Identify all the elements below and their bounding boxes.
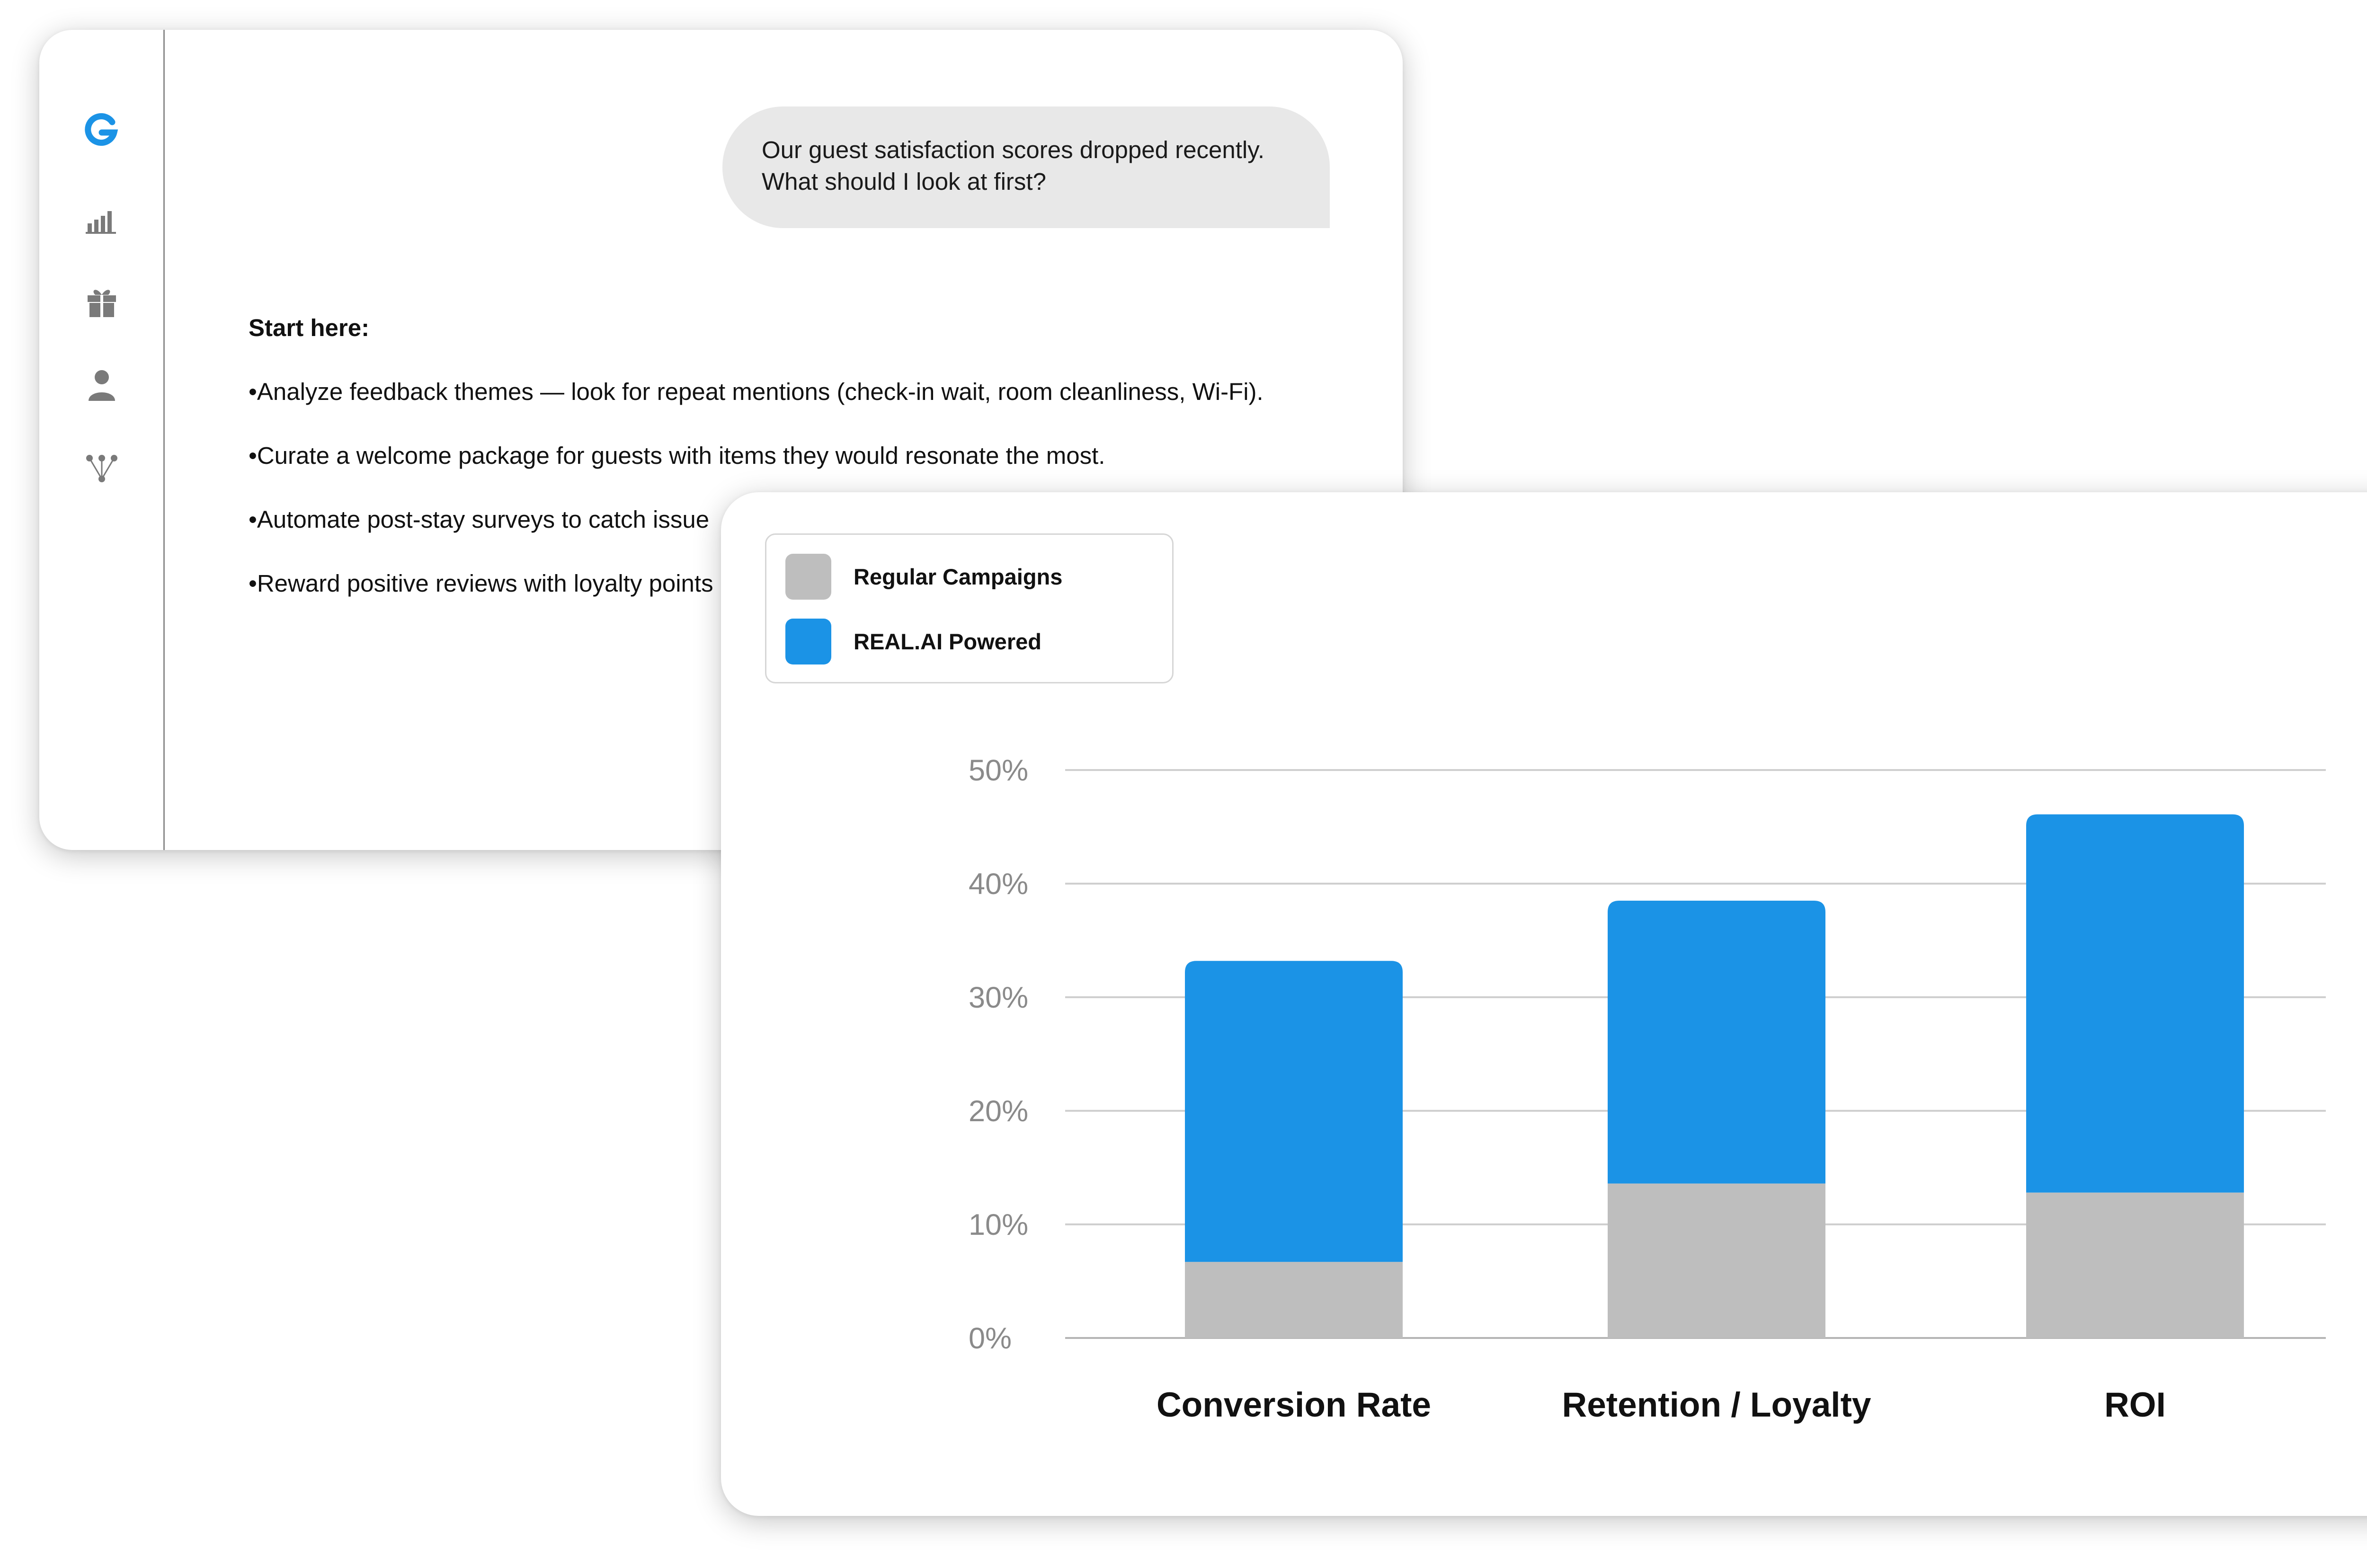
- x-category-label: ROI: [2104, 1386, 2166, 1424]
- y-tick-label: 50%: [969, 754, 1028, 787]
- y-tick-label: 10%: [969, 1208, 1028, 1241]
- answer-heading: Start here:: [249, 314, 370, 341]
- legend-label: REAL.AI Powered: [854, 629, 1041, 654]
- bar-segment: [1608, 901, 1825, 1184]
- y-tick-label: 0%: [969, 1322, 1012, 1355]
- network-icon[interactable]: [83, 450, 121, 487]
- y-tick-label: 40%: [969, 868, 1028, 901]
- chart-window: Regular Campaigns REAL.AI Powered 0% 10% 2…: [721, 492, 2367, 1516]
- legend-swatch-ai: [785, 619, 831, 664]
- bar-segment: [1608, 1183, 1825, 1338]
- user-icon[interactable]: [83, 366, 121, 404]
- user-message-line: Our guest satisfaction scores dropped re…: [762, 136, 1265, 163]
- bar-chart: 0% 10% 20% 30% 40% 50% Conversion Rate Retentio…: [969, 754, 2326, 1424]
- legend-swatch-regular: [785, 554, 831, 600]
- user-message-line: What should I look at first?: [762, 168, 1046, 195]
- y-tick-label: 30%: [969, 981, 1028, 1014]
- legend-label: Regular Campaigns: [854, 564, 1063, 589]
- bar-segment: [1185, 961, 1403, 1262]
- legend-item-ai: REAL.AI Powered: [785, 619, 1041, 664]
- user-message-bubble: Our guest satisfaction scores dropped re…: [722, 106, 1330, 228]
- logo-g-icon[interactable]: [83, 112, 121, 150]
- answer-bullet: •Curate a welcome package for guests wit…: [249, 442, 1105, 469]
- x-category-label: Conversion Rate: [1157, 1386, 1431, 1424]
- answer-bullet: •Automate post-stay surveys to catch iss…: [249, 506, 710, 533]
- bar-chart-icon[interactable]: [83, 199, 121, 237]
- answer-bullet: •Analyze feedback themes — look for repe…: [249, 378, 1264, 405]
- x-category-label: Retention / Loyalty: [1562, 1386, 1871, 1424]
- bar-segment: [1185, 1262, 1403, 1338]
- bar-segment: [2026, 814, 2244, 1193]
- sidebar: [39, 30, 165, 850]
- legend-item-regular: Regular Campaigns: [785, 554, 1062, 600]
- y-tick-label: 20%: [969, 1095, 1028, 1128]
- chart-legend: Regular Campaigns REAL.AI Powered: [765, 533, 1174, 683]
- gift-icon[interactable]: [83, 282, 121, 320]
- bar-segment: [2026, 1192, 2244, 1338]
- answer-bullet: •Reward positive reviews with loyalty po…: [249, 570, 713, 597]
